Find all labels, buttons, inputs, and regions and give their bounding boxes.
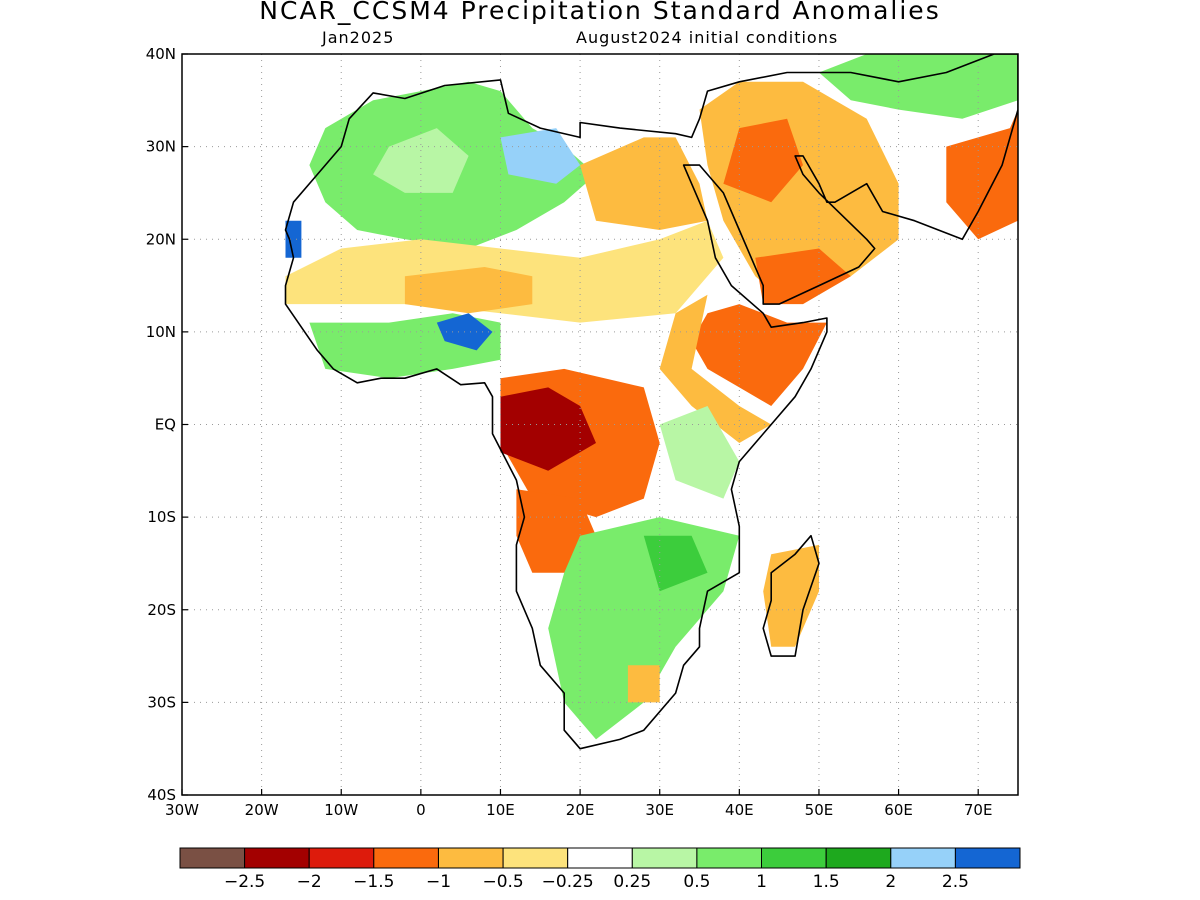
forecast-month: Jan2025	[322, 28, 395, 47]
anomaly-layer	[285, 54, 1018, 740]
colorbar-swatch	[761, 847, 827, 869]
x-tick-label: 30E	[645, 801, 674, 819]
anomaly-algeria-light	[373, 128, 469, 193]
anomaly-arabia-deep	[723, 118, 803, 203]
coastline	[284, 54, 1018, 750]
colorbar-swatch	[308, 847, 375, 869]
x-tick-label: 0	[416, 801, 426, 819]
colorbar-label: 2.5	[942, 872, 969, 892]
x-tick-label: 10E	[486, 801, 515, 819]
colorbar-swatch	[438, 847, 504, 869]
initial-conditions: August2024 initial conditions	[576, 28, 839, 47]
anomaly-horn-yellow	[659, 294, 772, 443]
colorbar-swatch	[502, 847, 569, 869]
colorbar-swatch	[825, 847, 892, 869]
anomaly-congo-red	[500, 387, 596, 471]
anomaly-east-africa-light	[659, 406, 740, 499]
anomaly-madagascar-orange	[763, 544, 819, 647]
y-tick-label: 30S	[147, 693, 176, 711]
gridlines	[182, 54, 1018, 795]
colorbar-label: −2.5	[224, 872, 265, 892]
colorbar-label: 2	[885, 872, 896, 892]
africa-coastline	[284, 54, 1018, 750]
colorbar-label: −1.5	[353, 872, 394, 892]
x-tick-label: 70E	[964, 801, 993, 819]
colorbar-label: −0.25	[542, 872, 594, 892]
anomaly-yemen-deep	[755, 248, 851, 305]
madagascar-coastline	[762, 534, 820, 657]
x-tick-label: 60E	[884, 801, 913, 819]
x-tick-label: 40E	[725, 801, 754, 819]
colorbar-label: −1	[426, 872, 451, 892]
y-tick-label: 30N	[146, 138, 176, 156]
colorbar-label: −2	[297, 872, 322, 892]
colorbar: −2.5 −2 −1.5 −1 −0.5 −0.25 0.25 0.5 1 1.5 2 2.5	[179, 847, 1021, 892]
colorbar-swatch	[954, 847, 1021, 869]
x-tick-label: 20W	[245, 801, 279, 819]
anomaly-india-deep	[946, 109, 1018, 240]
colorbar-label: 0.25	[613, 872, 651, 892]
anomaly-egypt-orange	[580, 137, 708, 230]
colorbar-swatch	[373, 847, 439, 869]
x-tick-label: 30W	[165, 801, 199, 819]
anomaly-libya-lightblue	[500, 128, 581, 184]
x-tick-label: 20E	[566, 801, 595, 819]
y-tick-label: 20N	[146, 230, 176, 248]
colorbar-swatch	[890, 847, 956, 869]
y-tick-label: EQ	[155, 416, 176, 434]
colorbar-swatch	[244, 847, 310, 869]
x-tick-label: 50E	[805, 801, 834, 819]
anomaly-south-africa-orange	[627, 665, 660, 703]
colorbar-swatch	[567, 847, 633, 869]
y-tick-label: 10N	[146, 323, 176, 341]
y-axis: 40N 30N 20N 10N EQ 10S 20S 30S 40S	[146, 45, 188, 804]
colorbar-label: 0.5	[683, 872, 710, 892]
y-tick-label: 10S	[147, 508, 176, 526]
colorbar-label: 1	[756, 872, 767, 892]
y-tick-label: 40N	[146, 45, 176, 63]
page-title: NCAR_CCSM4 Precipitation Standard Anomal…	[259, 0, 941, 25]
y-tick-label: 20S	[147, 601, 176, 619]
colorbar-label: 1.5	[813, 872, 840, 892]
anomaly-sahel-orange	[404, 267, 533, 314]
x-tick-label: 10W	[324, 801, 358, 819]
x-axis: 30W 20W 10W 0 10E 20E 30E 40E 50E 60E 70E	[165, 789, 992, 819]
anomaly-horn-orange	[691, 304, 827, 406]
colorbar-swatch	[179, 847, 246, 869]
colorbar-swatch	[631, 847, 698, 869]
anomaly-southern-dark	[643, 535, 708, 592]
y-tick-label: 40S	[147, 786, 176, 804]
colorbar-swatch	[696, 847, 763, 869]
anomaly-mauritania-blue	[285, 220, 302, 258]
colorbar-label: −0.5	[482, 872, 523, 892]
anomaly-central-asia-green	[819, 54, 1018, 119]
